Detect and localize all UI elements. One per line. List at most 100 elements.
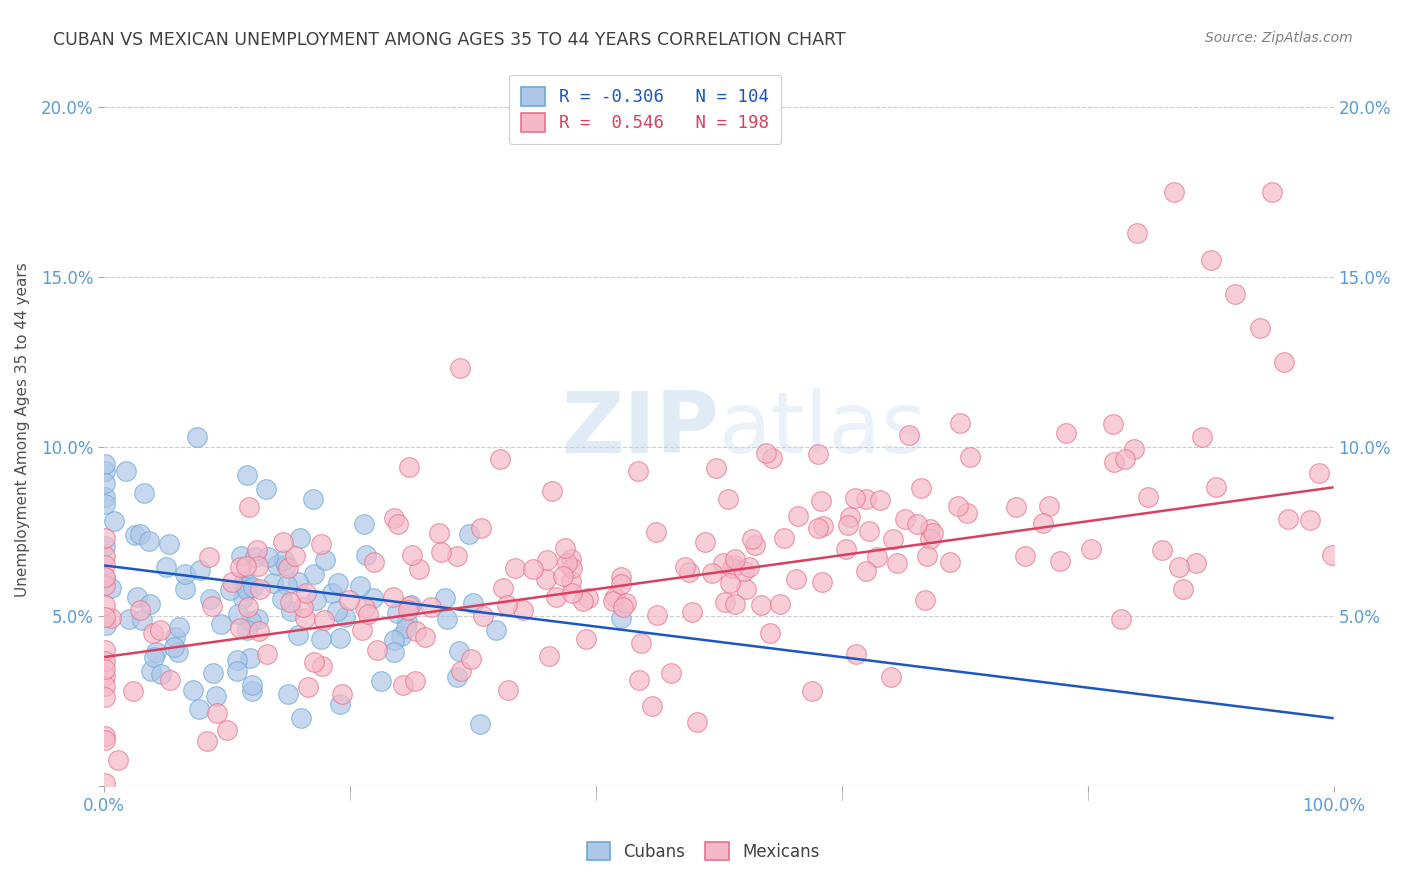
- Point: [706, 460, 728, 475]
- Point: [717, 492, 740, 507]
- Point: [329, 698, 352, 712]
- Point: [907, 517, 929, 532]
- Point: [869, 492, 891, 507]
- Point: [226, 653, 249, 667]
- Point: [181, 683, 204, 698]
- Point: [247, 624, 270, 639]
- Point: [167, 645, 190, 659]
- Point: [238, 500, 260, 514]
- Point: [450, 664, 472, 678]
- Point: [94, 776, 117, 790]
- Point: [609, 577, 631, 591]
- Point: [115, 465, 138, 479]
- Point: [229, 560, 252, 574]
- Point: [328, 576, 350, 591]
- Point: [1080, 542, 1102, 557]
- Point: [139, 598, 162, 612]
- Point: [100, 581, 122, 595]
- Point: [276, 558, 298, 572]
- Point: [236, 467, 259, 482]
- Point: [382, 591, 405, 605]
- Point: [404, 673, 426, 688]
- Point: [838, 510, 860, 524]
- Point: [256, 549, 278, 564]
- Point: [240, 683, 263, 698]
- Point: [460, 652, 482, 666]
- Point: [226, 665, 249, 679]
- Point: [232, 591, 254, 605]
- Point: [305, 592, 328, 607]
- Point: [363, 555, 385, 569]
- Point: [430, 545, 453, 559]
- Point: [949, 416, 972, 430]
- Point: [94, 569, 117, 583]
- Point: [741, 532, 763, 546]
- Point: [94, 729, 117, 743]
- Point: [761, 450, 783, 465]
- Point: [205, 706, 228, 721]
- Point: [1199, 252, 1222, 267]
- Point: [215, 723, 238, 738]
- Point: [560, 551, 582, 566]
- Point: [470, 717, 492, 731]
- Point: [155, 559, 177, 574]
- Point: [1191, 430, 1213, 444]
- Point: [408, 562, 430, 576]
- Point: [738, 560, 761, 574]
- Point: [678, 565, 700, 579]
- Point: [294, 610, 316, 624]
- Point: [1104, 455, 1126, 469]
- Point: [129, 527, 152, 541]
- Point: [938, 555, 960, 569]
- Point: [201, 665, 224, 680]
- Point: [94, 598, 117, 612]
- Point: [575, 632, 598, 646]
- Point: [384, 632, 406, 647]
- Point: [807, 447, 830, 461]
- Point: [880, 670, 903, 684]
- Point: [370, 674, 392, 689]
- Point: [103, 514, 125, 528]
- Point: [496, 598, 519, 612]
- Point: [382, 645, 405, 659]
- Point: [866, 549, 889, 564]
- Point: [641, 699, 664, 714]
- Point: [167, 620, 190, 634]
- Point: [297, 680, 319, 694]
- Point: [700, 566, 723, 581]
- Point: [162, 640, 184, 654]
- Point: [787, 508, 810, 523]
- Point: [534, 572, 557, 586]
- Point: [609, 570, 631, 584]
- Point: [572, 593, 595, 607]
- Point: [576, 591, 599, 606]
- Point: [195, 733, 218, 747]
- Point: [471, 608, 494, 623]
- Point: [1299, 513, 1322, 527]
- Point: [163, 630, 186, 644]
- Point: [266, 558, 288, 572]
- Point: [276, 578, 298, 592]
- Point: [240, 678, 263, 692]
- Point: [630, 636, 652, 650]
- Point: [470, 521, 492, 535]
- Point: [382, 511, 405, 525]
- Point: [718, 576, 741, 591]
- Point: [446, 549, 468, 563]
- Point: [239, 651, 262, 665]
- Point: [415, 631, 437, 645]
- Point: [131, 613, 153, 627]
- Point: [100, 610, 122, 624]
- Point: [277, 561, 299, 575]
- Point: [420, 600, 443, 615]
- Point: [855, 564, 877, 578]
- Point: [94, 610, 117, 624]
- Point: [922, 526, 945, 541]
- Point: [399, 598, 422, 612]
- Point: [681, 605, 703, 619]
- Point: [645, 607, 668, 622]
- Point: [603, 590, 626, 604]
- Point: [204, 689, 226, 703]
- Point: [94, 531, 117, 545]
- Point: [309, 537, 332, 551]
